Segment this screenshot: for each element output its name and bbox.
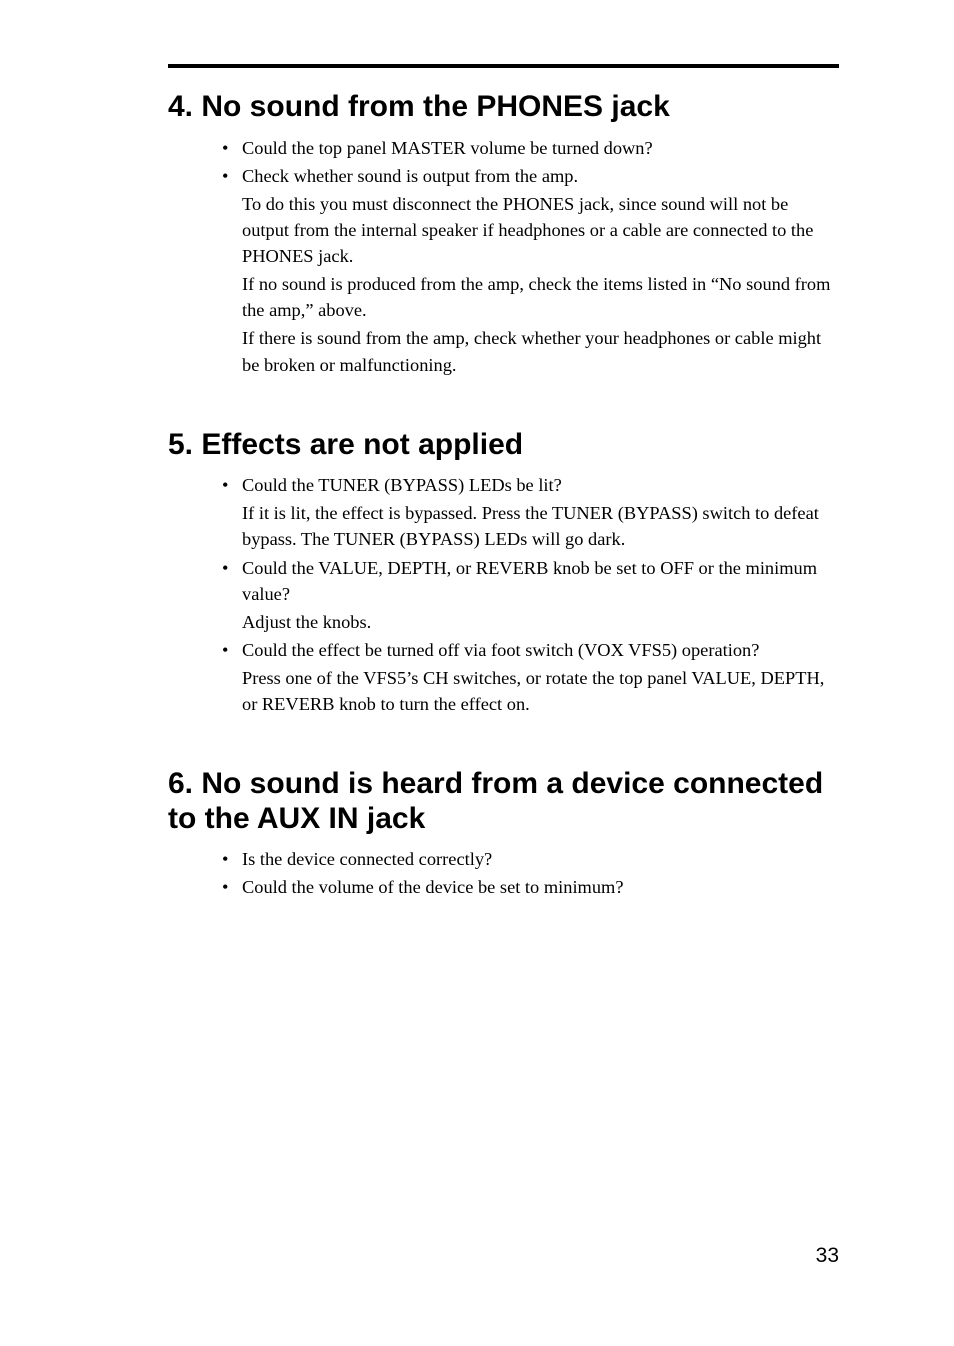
section-content-5: Could the TUNER (BYPASS) LEDs be lit? If… — [168, 472, 839, 717]
body-paragraph: If there is sound from the amp, check wh… — [222, 325, 839, 377]
bullet-item: Could the effect be turned off via foot … — [222, 637, 839, 663]
section-content-4: Could the top panel MASTER volume be tur… — [168, 135, 839, 378]
body-paragraph: Press one of the VFS5’s CH switches, or … — [222, 665, 839, 717]
section-title-4: 4. No sound from the PHONES jack — [168, 90, 839, 125]
bullet-item: Could the top panel MASTER volume be tur… — [222, 135, 839, 161]
body-paragraph: To do this you must disconnect the PHONE… — [222, 191, 839, 269]
document-page: 4. No sound from the PHONES jack Could t… — [0, 0, 954, 901]
bullet-item: Could the VALUE, DEPTH, or REVERB knob b… — [222, 555, 839, 607]
section-content-6: Is the device connected correctly? Could… — [168, 846, 839, 900]
bullet-item: Could the volume of the device be set to… — [222, 874, 839, 900]
body-paragraph: If it is lit, the effect is bypassed. Pr… — [222, 500, 839, 552]
body-paragraph: If no sound is produced from the amp, ch… — [222, 271, 839, 323]
bullet-item: Check whether sound is output from the a… — [222, 163, 839, 189]
body-paragraph: Adjust the knobs. — [222, 609, 839, 635]
rule-top — [168, 64, 839, 68]
section-title-5: 5. Effects are not applied — [168, 428, 839, 463]
bullet-item: Is the device connected correctly? — [222, 846, 839, 872]
page-number: 33 — [816, 1244, 839, 1268]
bullet-item: Could the TUNER (BYPASS) LEDs be lit? — [222, 472, 839, 498]
section-title-6: 6. No sound is heard from a device conne… — [168, 767, 839, 836]
